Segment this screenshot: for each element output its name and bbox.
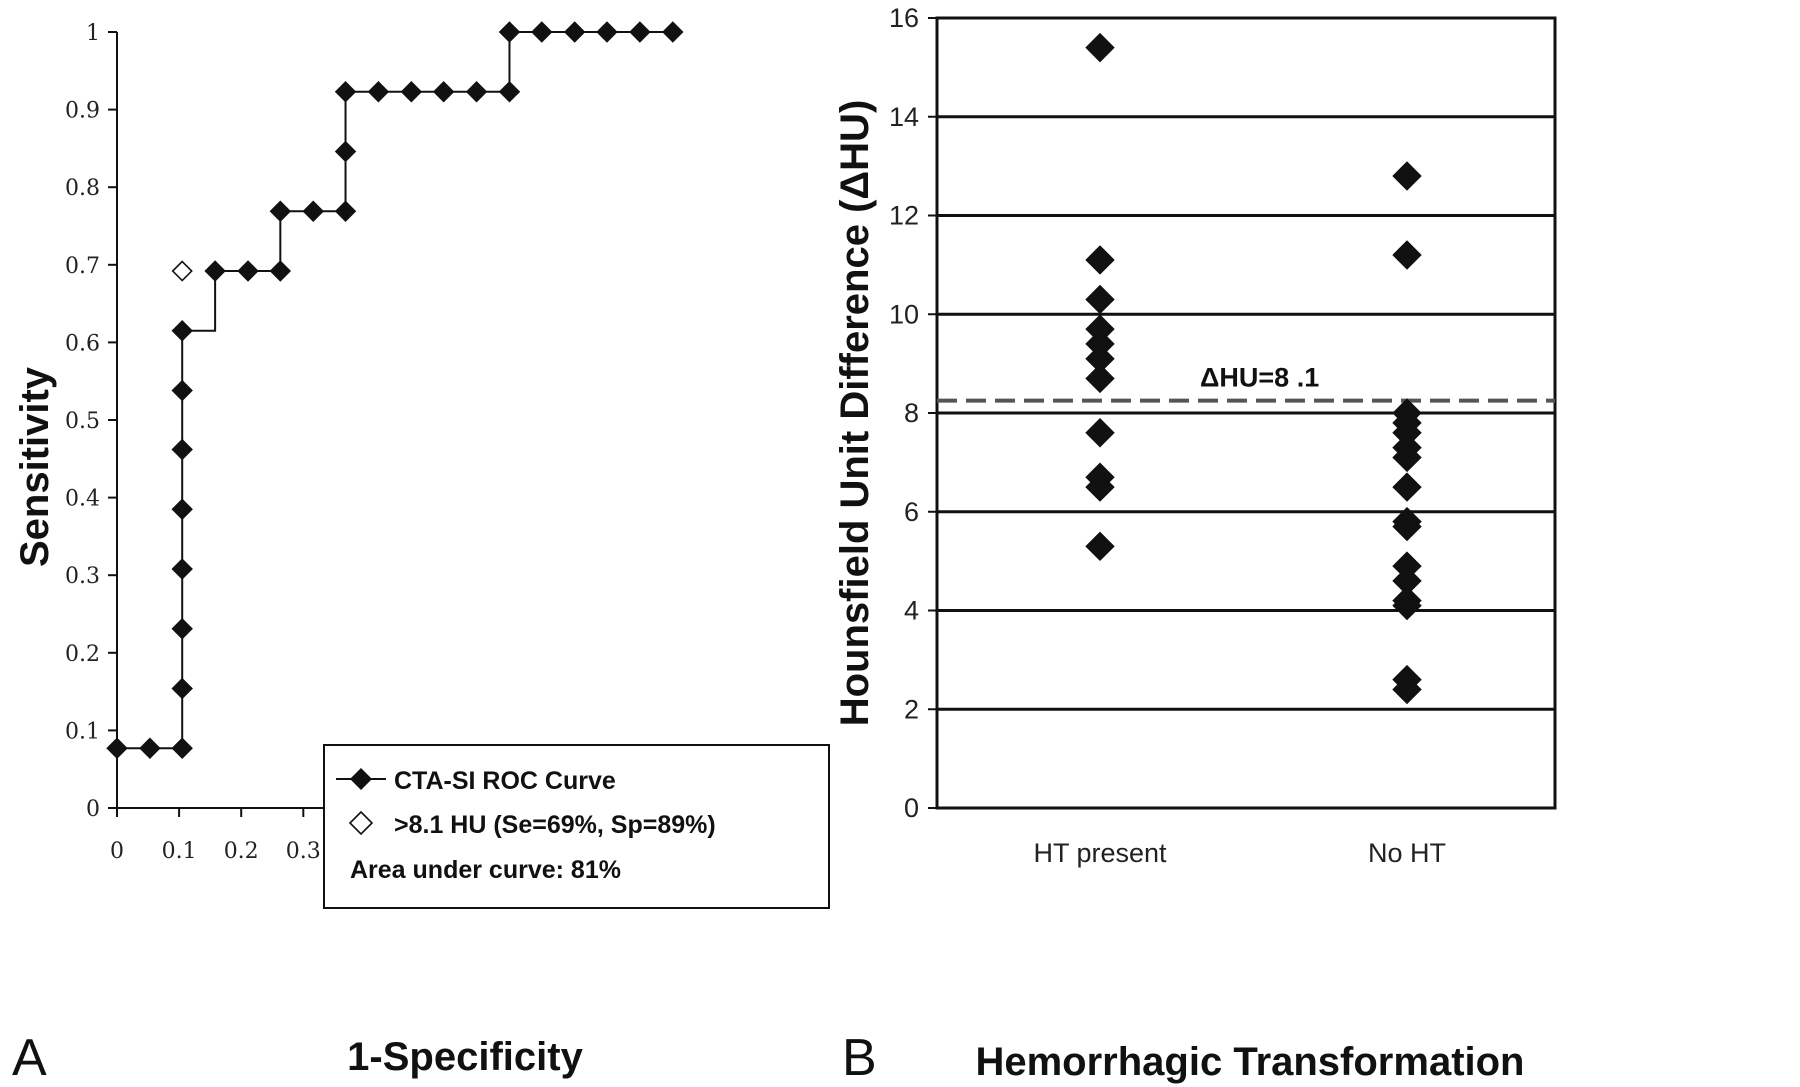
roc-y-tick-label: 0.8 [65,176,100,201]
roc-y-tick-label: 0.6 [65,331,100,356]
roc-point [204,260,226,282]
roc-point [171,618,193,640]
roc-y-tick-label: 0.2 [65,642,100,667]
legend-open-diamond-icon [348,810,374,836]
roc-y-tick-label: 0.9 [65,99,100,124]
roc-point [498,81,521,103]
roc-point [302,200,324,222]
scatter-y-tick-label: 10 [889,299,919,329]
roc-panel: 0 0.1 0.2 0.3 0.4 0.5 0.6 0.7 0.8 0.9 1 0 0.1 0.2 0.3… [12,21,830,1087]
scatter-y-tick-label: 16 [889,3,919,33]
roc-point [498,21,521,43]
roc-point [563,21,586,43]
roc-point [367,81,390,103]
scatter-gridlines [937,115,1555,711]
roc-y-tick-label: 1 [86,21,100,46]
roc-y-axis-title: Sensitivity [13,366,57,567]
roc-point [171,737,193,759]
legend-box [323,744,830,909]
roc-point [171,438,193,461]
roc-point [465,81,488,103]
scatter-y-tick-labels: 0 2 4 6 8 10 12 14 16 [889,3,937,823]
roc-point [531,21,553,43]
roc-y-tick-labels: 0 0.1 0.2 0.3 0.4 0.5 0.6 0.7 0.8 0.9 1 [65,21,117,822]
scatter-y-tick-label: 8 [904,398,919,428]
scatter-category-label: No HT [1368,838,1446,868]
scatter-x-axis-title: Hemorrhagic Transformation [975,1040,1524,1084]
scatter-y-tick-label: 2 [904,694,919,724]
roc-point [269,260,292,282]
scatter-point [1392,674,1422,705]
scatter-point [1085,418,1115,448]
scatter-panel: 0 2 4 6 8 10 12 14 16 HT present No HT ΔHU=8 .1 H… [833,3,1557,1087]
roc-x-tick-label: 0.1 [162,839,197,864]
roc-point [629,21,651,43]
roc-y-tick-label: 0.5 [65,409,100,434]
roc-y-tick-label: 0.3 [65,564,100,589]
scatter-point [1392,511,1422,542]
threshold-line-group: ΔHU=8 .1 [937,363,1555,403]
scatter-point [1085,245,1115,275]
roc-curve-series [106,21,684,759]
threshold-label: ΔHU=8 .1 [1200,363,1319,393]
roc-y-tick-label: 0.4 [65,487,100,512]
panel-letter-a: A [12,1029,47,1087]
roc-x-tick-label: 0.3 [286,839,321,864]
scatter-point [1392,240,1422,270]
roc-legend: CTA-SI ROC Curve >8.1 HU (Se=69%, Sp=89%… [323,744,830,909]
scatter-point [1392,590,1422,621]
panel-letter-b: B [842,1029,877,1087]
roc-point [171,379,193,402]
scatter-y-tick-label: 12 [889,201,919,231]
roc-y-tick-label: 0.1 [65,719,100,744]
scatter-point [1392,161,1422,191]
roc-point [334,81,357,103]
roc-point [237,260,259,282]
scatter-point [1392,442,1422,473]
legend-filled-diamond-icon [350,768,372,790]
roc-point [106,737,128,759]
scatter-point [1085,531,1115,562]
scatter-y-axis-title: Hounsfield Unit Difference (ΔHU) [833,100,877,727]
roc-point [662,21,684,43]
roc-point [171,498,193,520]
roc-y-tick-label: 0 [86,797,100,822]
scatter-y-tick-label: 14 [889,102,919,132]
roc-point [171,320,193,342]
roc-point [171,558,193,580]
roc-x-tick-label: 0.2 [224,839,259,864]
scatter-y-tick-label: 0 [904,793,919,823]
scatter-category-labels: HT present No HT [1033,838,1446,868]
scatter-category-label: HT present [1033,838,1167,868]
roc-cutoff-point [171,260,193,282]
scatter-point [1085,32,1115,63]
roc-plot-frame [116,32,738,809]
legend-auc-label: Area under curve: 81% [350,856,621,884]
roc-curve-line [117,31,673,750]
roc-point [171,677,193,700]
scatter-point [1085,472,1115,502]
roc-point [432,81,455,103]
scatter-y-tick-label: 4 [904,596,919,626]
roc-point [269,200,292,222]
roc-point [139,737,161,759]
roc-point [596,21,618,43]
roc-point [334,200,357,222]
legend-roc-label: CTA-SI ROC Curve [394,767,616,795]
roc-point [400,81,423,103]
roc-x-axis-title: 1-Specificity [347,1035,583,1079]
roc-x-tick-label: 0 [110,839,124,864]
scatter-point [1085,363,1115,394]
scatter-y-tick-label: 6 [904,497,919,527]
scatter-points [1085,32,1422,705]
scatter-point [1392,472,1422,502]
legend-cutoff-label: >8.1 HU (Se=69%, Sp=89%) [394,811,716,839]
roc-y-tick-label: 0.7 [65,254,100,279]
roc-point [334,140,357,163]
scatter-point [1085,284,1115,315]
